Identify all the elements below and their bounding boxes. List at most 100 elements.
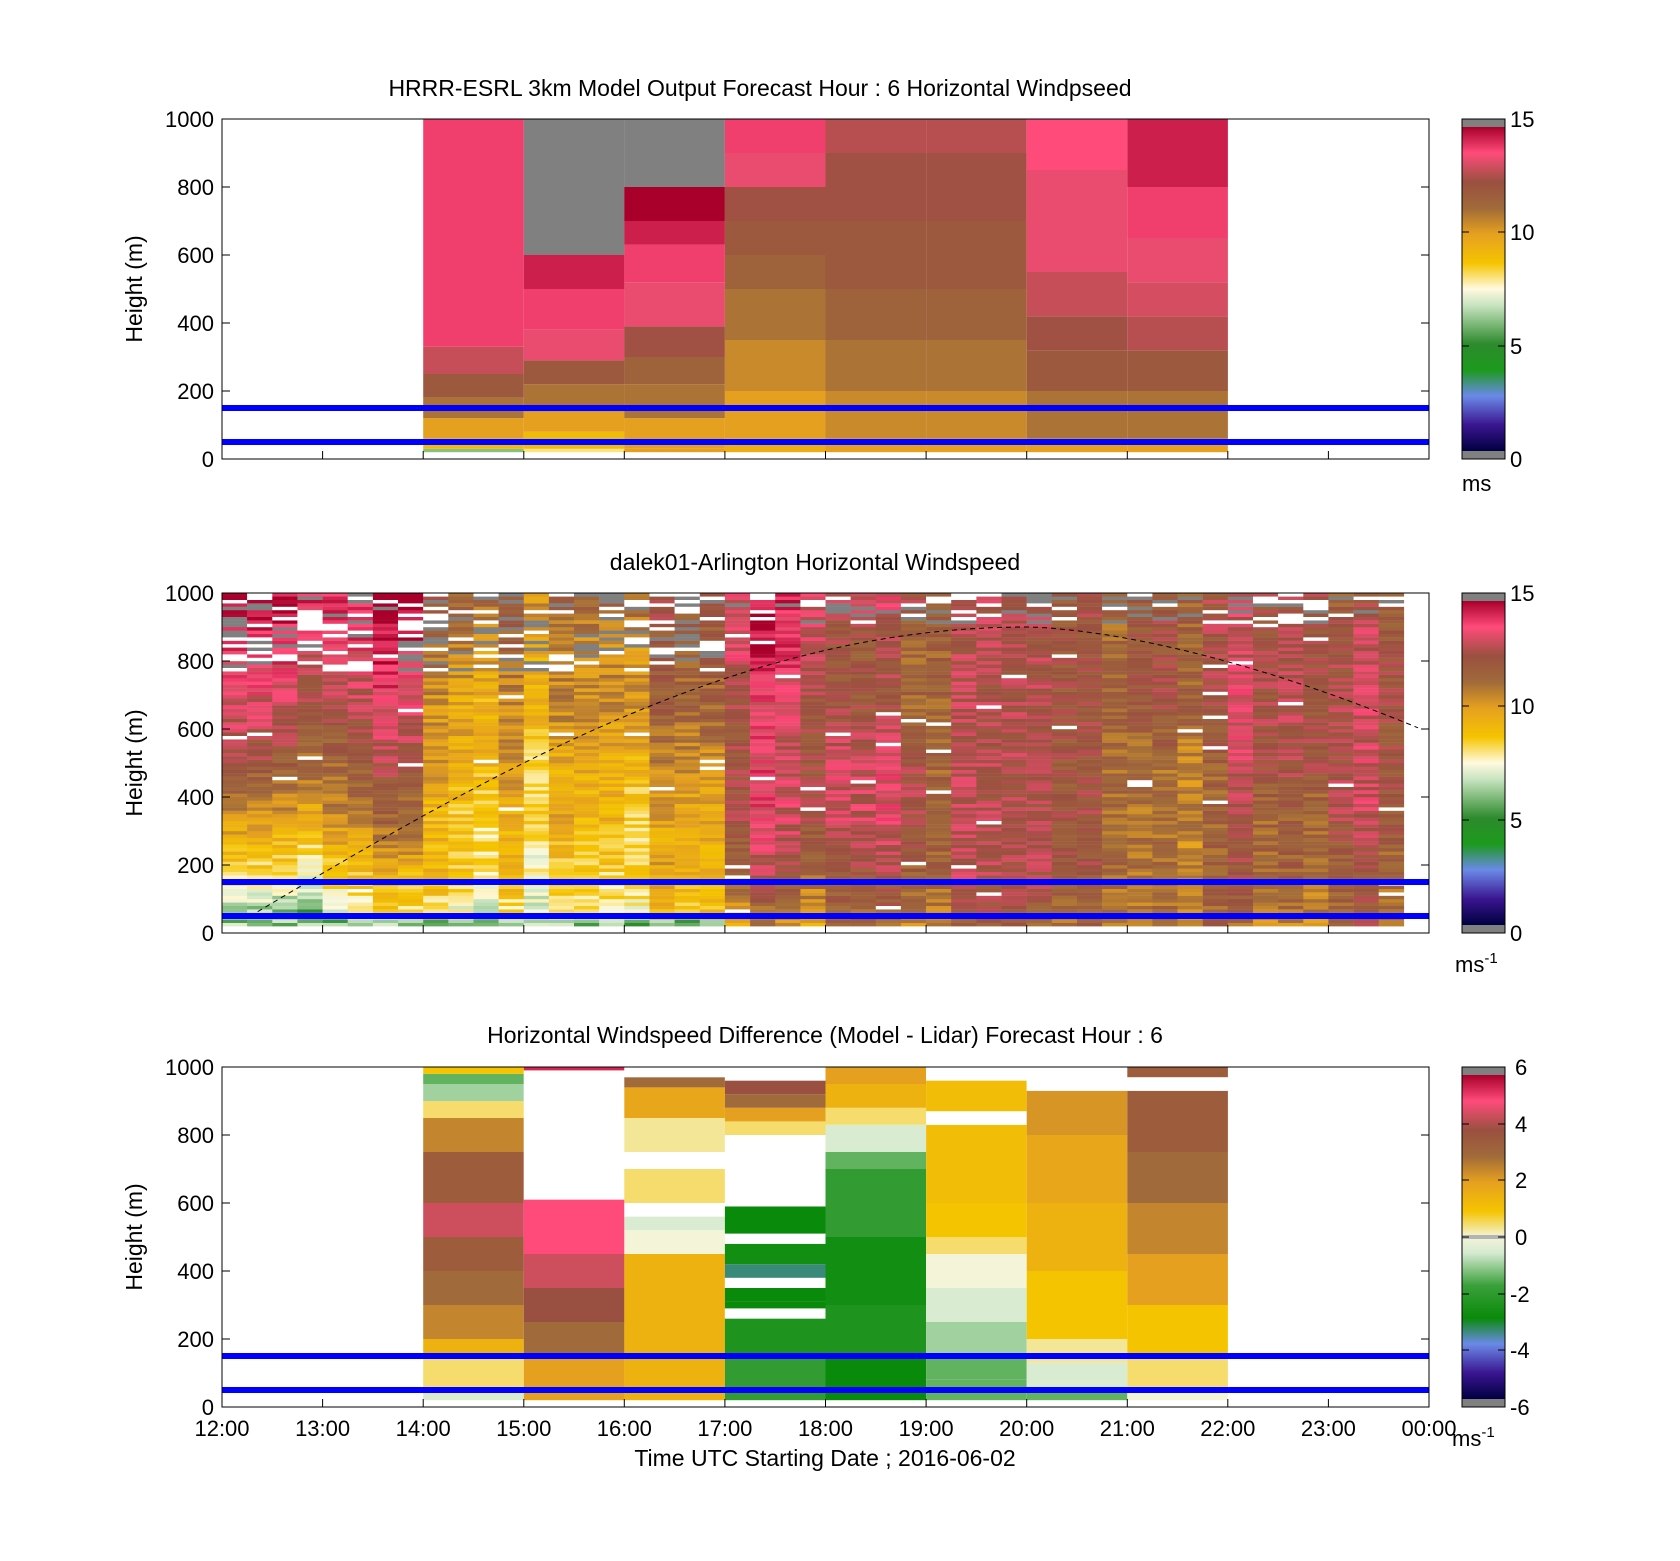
heatmap-cell <box>649 640 675 645</box>
heatmap-cell <box>1051 644 1078 648</box>
heatmap-cell <box>272 613 298 617</box>
heatmap-cell <box>850 742 876 747</box>
heatmap-cell <box>1328 902 1354 906</box>
heatmap-cell <box>574 909 600 913</box>
heatmap-cell <box>1253 712 1279 716</box>
heatmap-cell <box>900 718 927 723</box>
heatmap-cell <box>448 800 474 804</box>
heatmap-cell <box>1227 902 1254 906</box>
heatmap-cell <box>1378 837 1405 842</box>
heatmap-cell <box>1001 868 1027 872</box>
heatmap-cell <box>724 678 751 682</box>
heatmap-cell <box>624 384 725 419</box>
heatmap-cell <box>775 623 801 628</box>
heatmap-cell <box>674 698 700 702</box>
heatmap-cell <box>1328 678 1354 682</box>
heatmap-cell <box>699 769 726 774</box>
heatmap-cell <box>926 729 952 733</box>
heatmap-cell <box>850 871 876 876</box>
heatmap-cell <box>699 627 726 631</box>
heatmap-cell <box>1303 667 1329 672</box>
heatmap-cell <box>347 674 374 679</box>
heatmap-cell <box>574 793 600 798</box>
heatmap-cell <box>448 603 474 607</box>
heatmap-cell <box>875 848 902 852</box>
heatmap-cell <box>574 698 600 702</box>
heatmap-cell <box>498 596 524 600</box>
heatmap-cell <box>951 752 977 757</box>
heatmap-cell <box>875 803 902 808</box>
heatmap-cell <box>372 725 399 730</box>
heatmap-cell <box>750 854 776 859</box>
heatmap-cell <box>1051 701 1078 706</box>
heatmap-cell <box>926 610 952 614</box>
heatmap-cell <box>247 718 273 723</box>
heatmap-cell <box>724 644 751 648</box>
heatmap-cell <box>1202 817 1229 821</box>
heatmap-cell <box>951 712 977 716</box>
heatmap-cell <box>1001 606 1027 611</box>
heatmap-cell <box>1253 746 1279 750</box>
heatmap-cell <box>624 790 650 794</box>
heatmap-cell <box>423 603 449 607</box>
heatmap-cell <box>1353 763 1379 767</box>
heatmap-cell <box>926 899 952 903</box>
heatmap-cell <box>1303 654 1329 658</box>
heatmap-cell <box>1253 793 1279 798</box>
heatmap-cell <box>951 892 977 896</box>
heatmap-cell <box>1202 722 1229 726</box>
heatmap-cell <box>926 722 952 726</box>
heatmap-cell <box>1253 695 1279 699</box>
heatmap-cell <box>247 627 273 631</box>
heatmap-cell <box>599 661 625 665</box>
heatmap-cell <box>1378 868 1405 872</box>
heatmap-cell <box>1127 1254 1228 1305</box>
heatmap-cell <box>1227 817 1254 821</box>
heatmap-cell <box>825 848 851 852</box>
heatmap-cell <box>624 749 650 753</box>
heatmap-cell <box>498 732 524 736</box>
heatmap-cell <box>322 596 348 600</box>
heatmap-cell <box>1303 854 1329 859</box>
heatmap-cell <box>372 606 399 611</box>
heatmap-cell <box>724 800 751 804</box>
heatmap-cell <box>1102 861 1128 866</box>
heatmap-cell <box>1353 892 1379 896</box>
heatmap-cell <box>423 800 449 804</box>
heatmap-cell <box>900 732 927 736</box>
heatmap-cell <box>825 899 851 903</box>
heatmap-cell <box>498 725 524 730</box>
heatmap-cell <box>1127 725 1153 730</box>
heatmap-cell <box>875 895 902 900</box>
heatmap-cell <box>750 817 776 821</box>
heatmap-cell <box>372 899 399 903</box>
heatmap-cell <box>423 688 449 692</box>
heatmap-cell <box>624 814 650 818</box>
heatmap-cell <box>523 871 550 876</box>
heatmap-cell <box>1026 810 1053 815</box>
heatmap-cell <box>1026 902 1053 906</box>
heatmap-cell <box>523 695 550 699</box>
heatmap-cell <box>1001 905 1027 910</box>
heatmap-cell <box>775 766 801 770</box>
heatmap-cell <box>599 596 625 600</box>
heatmap-cell <box>724 793 751 798</box>
heatmap-cell <box>1026 1339 1128 1363</box>
heatmap-cell <box>322 637 348 641</box>
heatmap-cell <box>523 610 550 614</box>
heatmap-cell <box>398 888 424 893</box>
heatmap-cell <box>624 357 725 385</box>
heatmap-cell <box>1353 800 1379 804</box>
heatmap-cell <box>1051 674 1078 679</box>
heatmap-cell <box>1001 599 1027 604</box>
heatmap-cell <box>1077 667 1103 672</box>
heatmap-cell <box>951 739 977 743</box>
heatmap-cell <box>247 885 273 889</box>
heatmap-cell <box>347 715 374 719</box>
heatmap-cell <box>825 620 851 624</box>
heatmap-cell <box>398 698 424 702</box>
heatmap-cell <box>649 654 675 658</box>
heatmap-cell <box>674 593 700 597</box>
heatmap-cell <box>1001 640 1027 645</box>
heatmap-cell <box>347 647 374 651</box>
